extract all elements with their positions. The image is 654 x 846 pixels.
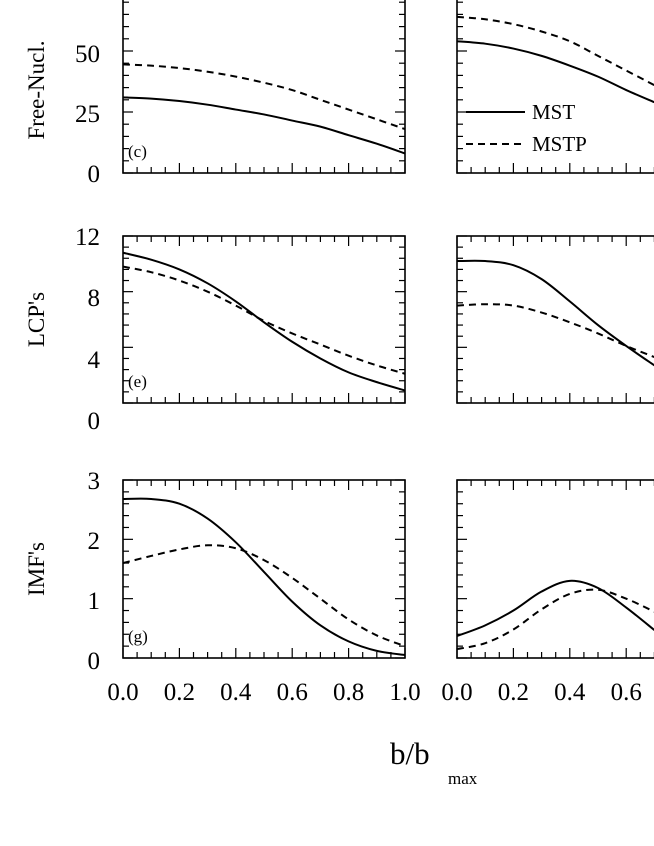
panel-6 xyxy=(456,479,654,659)
y-tick-label: 0 xyxy=(88,648,101,675)
x-tick-label: 0.2 xyxy=(164,679,195,706)
x-tick-label: 0.4 xyxy=(554,679,586,706)
panel-frame xyxy=(456,479,654,659)
x-axis-label-subscript: max xyxy=(448,769,478,788)
panel-label: (e) xyxy=(128,372,147,391)
y-axis-label: IMF's xyxy=(24,542,49,596)
series-line-mst xyxy=(457,259,654,367)
series-group xyxy=(457,15,654,104)
panel-frame xyxy=(122,479,406,659)
series-line-mstp xyxy=(123,544,405,648)
panel-frame xyxy=(122,0,406,174)
x-tick-label: 0.6 xyxy=(611,679,642,706)
panel-3: 0 4 8 12 (e) xyxy=(75,224,406,435)
legend-label-mst: MST xyxy=(532,100,575,124)
panel-label: (g) xyxy=(128,627,148,646)
y-tick-label: 0 xyxy=(88,408,101,435)
x-tick-label: 0.2 xyxy=(498,679,529,706)
series-group xyxy=(457,579,654,651)
panels: 0 25 50 0.0 0.2 0.4 0.6 0.8 1.0 (c) 0.0 0.2 0.4 0.6 0 4… xyxy=(75,0,654,706)
x-tick-label: 0.4 xyxy=(220,679,252,706)
legend: MST MSTP xyxy=(466,100,587,156)
y-tick-label: 3 xyxy=(88,468,101,495)
x-tick-label: 1.0 xyxy=(389,679,420,706)
y-tick-label: 25 xyxy=(75,101,100,128)
y-tick-label: 12 xyxy=(75,224,100,251)
panel-frame xyxy=(456,0,654,174)
y-axis-label: LCP's xyxy=(24,292,49,347)
y-tick-label: 1 xyxy=(88,588,101,615)
series-line-mst xyxy=(457,579,654,637)
series-line-mstp xyxy=(457,588,654,651)
legend-label-mstp: MSTP xyxy=(532,132,587,156)
series-line-mst xyxy=(457,40,654,104)
series-line-mstp xyxy=(123,63,405,131)
panel-frame xyxy=(456,235,654,404)
x-tick-label: 0.0 xyxy=(107,679,138,706)
y-axis-label: Free-Nucl. xyxy=(24,41,49,140)
panel-1: 0 25 50 0.0 0.2 0.4 0.6 0.8 1.0 (c) xyxy=(75,0,421,706)
y-tick-label: 50 xyxy=(75,41,100,68)
y-tick-label: 0 xyxy=(88,161,101,188)
series-line-mst xyxy=(123,497,405,657)
series-group xyxy=(123,251,405,392)
series-line-mstp xyxy=(123,265,405,375)
x-tick-label: 0.8 xyxy=(333,679,364,706)
y-tick-label: 2 xyxy=(88,528,101,555)
panel-4 xyxy=(456,235,654,404)
x-tick-label: 0.0 xyxy=(441,679,472,706)
series-line-mst xyxy=(123,251,405,392)
y-tick-label: 4 xyxy=(88,347,101,374)
panel-label: (c) xyxy=(128,142,147,161)
series-line-mstp xyxy=(457,303,654,358)
panel-5: 0 1 2 3 (g) xyxy=(88,468,406,675)
series-line-mstp xyxy=(457,15,654,87)
series-group xyxy=(457,259,654,367)
y-axis-labels: Free-Nucl. LCP's IMF's xyxy=(24,41,49,597)
panel-2: 0.0 0.2 0.4 0.6 xyxy=(441,0,654,706)
x-axis-label: b/b xyxy=(390,736,430,771)
x-tick-label: 0.6 xyxy=(277,679,308,706)
y-tick-label: 8 xyxy=(88,285,101,312)
series-group xyxy=(123,63,405,155)
series-group xyxy=(123,497,405,657)
series-line-mst xyxy=(123,96,405,155)
